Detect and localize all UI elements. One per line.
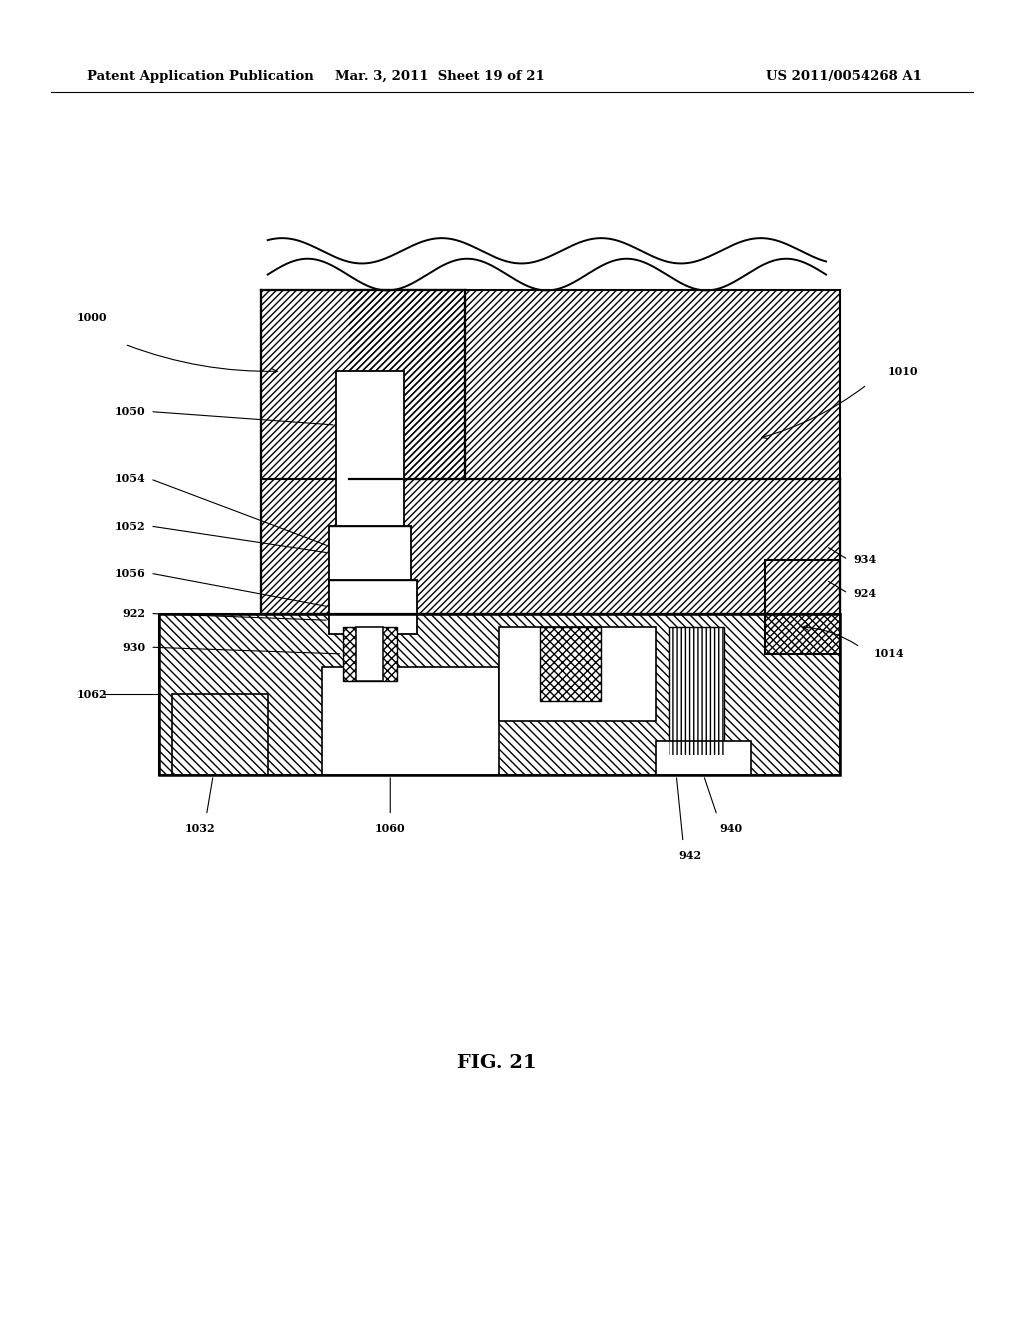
Bar — [670, 627, 724, 755]
Bar — [172, 694, 267, 775]
Bar — [349, 290, 840, 614]
Bar — [349, 290, 840, 614]
Bar — [343, 627, 397, 681]
Text: 1032: 1032 — [184, 824, 215, 834]
Bar — [329, 527, 411, 586]
Bar — [343, 627, 397, 681]
Bar — [261, 479, 349, 614]
Text: Mar. 3, 2011  Sheet 19 of 21: Mar. 3, 2011 Sheet 19 of 21 — [336, 70, 545, 83]
Bar — [356, 627, 383, 681]
Bar — [261, 290, 465, 479]
Text: 1050: 1050 — [115, 407, 145, 417]
Text: Patent Application Publication: Patent Application Publication — [87, 70, 313, 83]
Bar — [329, 579, 418, 634]
Text: 1062: 1062 — [77, 689, 108, 700]
Bar — [159, 614, 840, 775]
Bar — [159, 614, 840, 775]
Text: 922: 922 — [122, 609, 145, 619]
Text: US 2011/0054268 A1: US 2011/0054268 A1 — [766, 70, 922, 83]
Bar — [670, 627, 724, 755]
Text: 1056: 1056 — [115, 568, 145, 578]
Text: 924: 924 — [853, 587, 877, 599]
Bar — [499, 627, 655, 721]
Bar — [323, 668, 499, 775]
Bar — [261, 479, 349, 614]
Bar — [172, 694, 267, 775]
Text: 1014: 1014 — [873, 648, 904, 660]
Text: 1054: 1054 — [115, 474, 145, 484]
Text: 1060: 1060 — [375, 824, 406, 834]
Bar — [655, 742, 752, 775]
Text: 1052: 1052 — [115, 520, 145, 532]
Text: 1010: 1010 — [888, 366, 918, 376]
Bar — [159, 614, 840, 775]
Text: 942: 942 — [678, 850, 701, 862]
Bar — [765, 560, 840, 653]
Text: 1000: 1000 — [77, 312, 108, 323]
Bar — [765, 560, 840, 653]
Text: 940: 940 — [719, 824, 742, 834]
Bar — [540, 627, 601, 701]
Text: 934: 934 — [853, 554, 877, 565]
Text: FIG. 21: FIG. 21 — [457, 1053, 537, 1072]
Bar — [336, 371, 403, 533]
Bar — [261, 290, 465, 479]
Bar — [540, 627, 601, 701]
Text: 930: 930 — [122, 642, 145, 652]
